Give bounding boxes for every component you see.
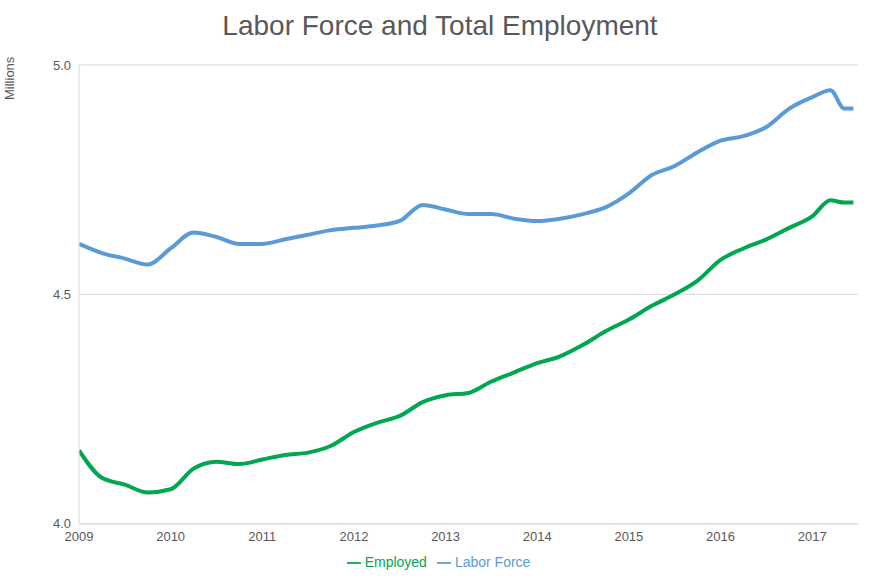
svg-text:4.5: 4.5 [53, 287, 71, 302]
svg-text:2013: 2013 [431, 529, 460, 544]
html-text:Labor Force and Total Employme: Labor Force and Total Employment [222, 10, 658, 41]
svg-text:2016: 2016 [706, 529, 735, 544]
html-text:Labor Force: Labor Force [454, 553, 531, 570]
html-text:Millions: Millions [2, 56, 17, 100]
svg-text:4.0: 4.0 [53, 516, 71, 531]
svg-text:2015: 2015 [614, 529, 643, 544]
svg-text:2010: 2010 [156, 529, 185, 544]
svg-text:2011: 2011 [248, 529, 276, 544]
svg-text:2009: 2009 [64, 528, 94, 544]
svg-text:2017: 2017 [798, 529, 827, 544]
svg-text:2014: 2014 [523, 529, 552, 544]
svg-text:5.0: 5.0 [53, 58, 71, 73]
svg-text:2012: 2012 [339, 529, 368, 544]
html-text:Employed: Employed [364, 553, 427, 570]
